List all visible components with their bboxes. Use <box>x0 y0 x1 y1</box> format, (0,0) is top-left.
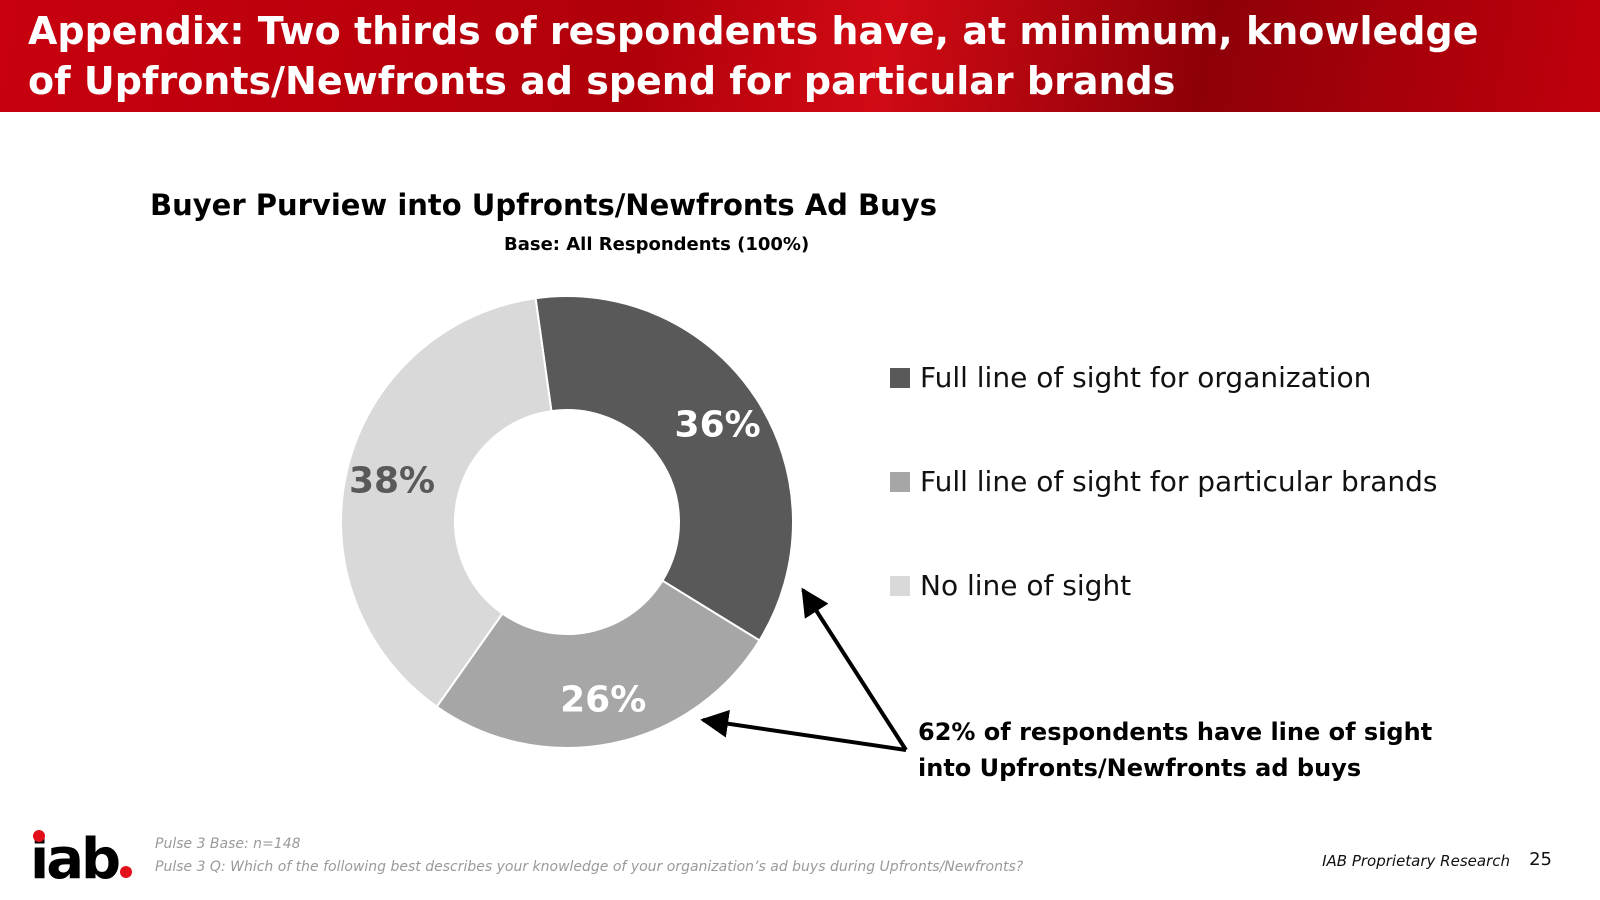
annotation-arrow-lower <box>700 709 907 752</box>
donut-slice-1 <box>435 579 761 749</box>
iab-logo: iab <box>30 827 133 892</box>
slice-data-label-2: 38% <box>349 461 435 502</box>
footnote-question: Pulse 3 Q: Which of the following best d… <box>155 859 1024 875</box>
page-number: 25 <box>1529 849 1552 870</box>
chart-annotation: 62% of respondents have line of sight in… <box>918 718 1433 782</box>
legend-swatch <box>890 368 910 388</box>
brand-credit: IAB Proprietary Research <box>1322 852 1510 870</box>
slice-data-label-0: 36% <box>675 404 761 445</box>
legend-swatch <box>890 472 910 492</box>
annotation-arrow-upper <box>801 587 908 752</box>
slide-title: Appendix: Two thirds of respondents have… <box>28 9 1479 103</box>
footnote-base: Pulse 3 Base: n=148 <box>155 836 301 852</box>
legend-label: Full line of sight for organization <box>920 361 1372 394</box>
chart-title: Buyer Purview into Upfronts/Newfronts Ad… <box>150 188 937 222</box>
donut-slice-2 <box>340 297 553 709</box>
chart-subtitle: Base: All Respondents (100%) <box>504 234 810 255</box>
logo-dot <box>120 866 133 878</box>
legend-label: Full line of sight for particular brands <box>920 465 1438 498</box>
slice-data-label-1: 26% <box>560 679 646 720</box>
logo-wordmark: iab <box>30 827 121 892</box>
logo-i-dot <box>33 830 45 842</box>
donut-slice-0 <box>534 295 794 642</box>
legend-swatch <box>890 576 910 596</box>
slide-header: Appendix: Two thirds of respondents have… <box>0 0 1600 112</box>
legend-label: No line of sight <box>920 569 1132 602</box>
